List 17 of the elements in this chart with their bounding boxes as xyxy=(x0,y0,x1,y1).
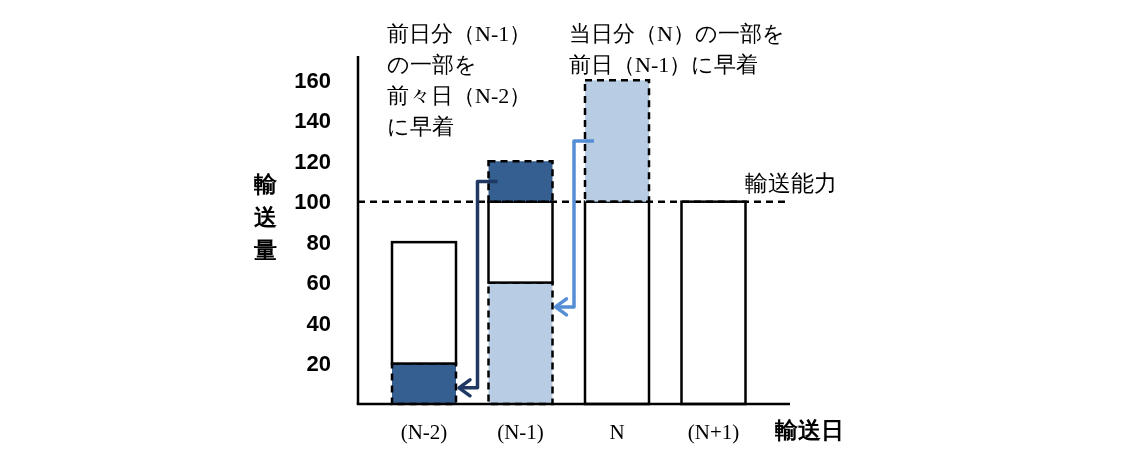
y-tick-label: 160 xyxy=(294,67,331,93)
y-tick-label: 140 xyxy=(294,108,331,134)
y-axis-title: 輸送量 xyxy=(253,171,277,263)
y-tick-label: 20 xyxy=(306,351,331,377)
x-tick-label: (N-2) xyxy=(400,420,448,444)
annotation: 当日分（N）の一部を前日（N-1）に早着 xyxy=(569,20,785,77)
x-tick-label: (N-1) xyxy=(497,420,544,444)
y-tick-label: 100 xyxy=(294,189,331,215)
y-tick-label: 40 xyxy=(306,310,331,336)
x-axis-title: 輸送日 xyxy=(775,417,844,443)
y-tick-label: 80 xyxy=(306,229,331,255)
x-tick-label: (N+1) xyxy=(687,420,740,444)
annotation: 前日分（N-1）の一部を前々日（N-2）に早着 xyxy=(387,20,532,139)
ref-line-label: 輸送能力 xyxy=(745,171,837,197)
y-tick-label: 120 xyxy=(294,148,331,174)
x-tick-label: N xyxy=(609,420,625,444)
y-tick-label: 60 xyxy=(306,270,331,296)
